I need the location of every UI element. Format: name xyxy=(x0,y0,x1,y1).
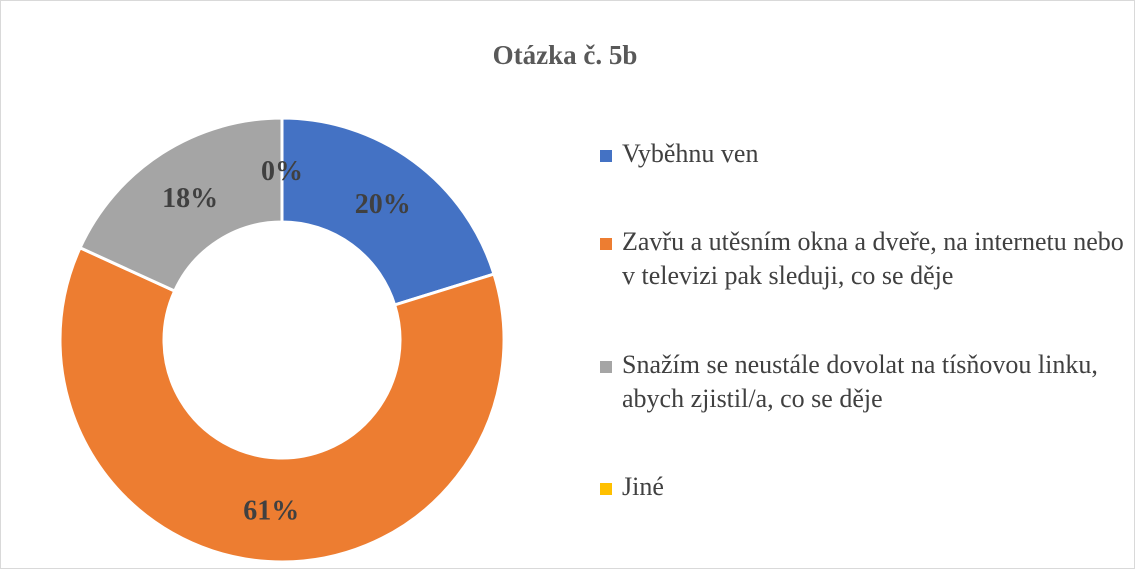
data-label: 61% xyxy=(243,496,299,527)
legend-label: Snažím se neustále dovolat na tísňovou l… xyxy=(622,350,1098,413)
chart-title: Otázka č. 5b xyxy=(493,40,638,70)
data-label: 20% xyxy=(355,189,411,220)
legend-item: Zavřu a utěsním okna a dveře, na interne… xyxy=(598,225,1128,293)
legend-item: Snažím se neustále dovolat na tísňovou l… xyxy=(598,348,1128,416)
legend-label: Jiné xyxy=(622,472,664,501)
legend-label: Zavřu a utěsním okna a dveře, na interne… xyxy=(622,227,1124,290)
legend-swatch xyxy=(600,238,612,250)
donut-segment xyxy=(58,245,506,564)
legend-swatch xyxy=(600,483,612,495)
data-label: 18% xyxy=(162,183,218,214)
legend-item: Jiné xyxy=(598,470,1128,504)
donut-segment xyxy=(78,116,284,293)
data-label: 0% xyxy=(261,156,303,187)
legend-label: Vyběhnu ven xyxy=(622,139,759,168)
donut-segment xyxy=(280,116,496,307)
legend-item: Vyběhnu ven xyxy=(598,137,1128,171)
legend-swatch xyxy=(600,361,612,373)
legend-swatch xyxy=(600,150,612,162)
